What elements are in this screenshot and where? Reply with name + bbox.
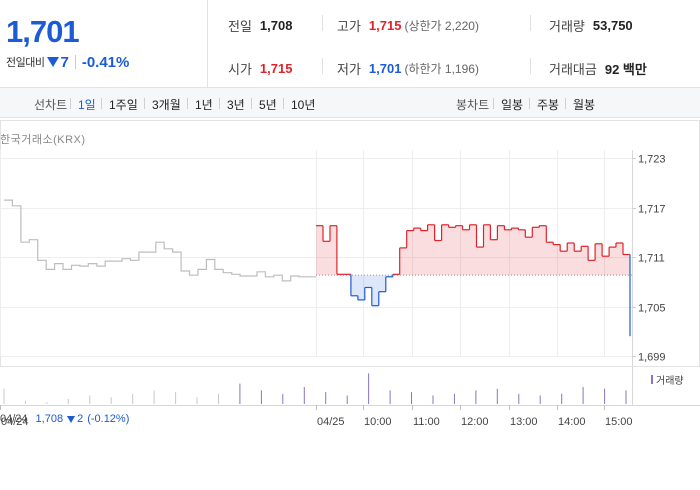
prev-day-price: 1,708	[35, 413, 64, 425]
current-price-box: 1,701 전일대비 7 -0.41%	[0, 0, 208, 88]
toolbar-divider	[219, 98, 220, 109]
x-tick-label: 04/25	[317, 416, 345, 428]
stat-divider	[530, 58, 531, 74]
toolbar-divider	[251, 98, 252, 109]
change-divider	[74, 55, 76, 69]
x-tick-label: 11:00	[413, 416, 440, 428]
prev-day-change: 2	[77, 413, 84, 425]
prev-day-info: 04/24 1,708 2 (-0.12%)	[0, 413, 129, 425]
lower-limit: (하한가 1,196)	[404, 62, 479, 76]
x-tick-label: 14:00	[558, 416, 586, 428]
volume-label: 거래량	[549, 19, 585, 34]
current-price: 1,701	[6, 14, 80, 49]
period-tab-5y[interactable]: 5년	[259, 98, 277, 112]
prev-day-date: 04/24	[0, 413, 28, 425]
high-value: 1,715	[368, 18, 402, 33]
volume-legend: 거래량	[651, 372, 684, 387]
volume-legend-swatch	[651, 375, 653, 384]
y-tick-label: 1,711	[638, 253, 665, 265]
candle-tab-monthly[interactable]: 월봉	[573, 98, 596, 112]
line-chart-label: 선차트	[34, 98, 68, 112]
chart-frame	[0, 120, 700, 367]
period-tab-1d[interactable]: 1일	[78, 98, 96, 112]
open-stat: 시가 1,715	[228, 59, 292, 78]
period-tab-3y[interactable]: 3년	[227, 98, 245, 112]
y-tick-label: 1,723	[638, 154, 666, 166]
candle-chart-label: 봉차트	[456, 98, 490, 112]
toolbar-divider	[283, 98, 284, 109]
change-rate: -0.41%	[81, 53, 130, 71]
x-tick-label: 04/24	[1, 416, 29, 428]
toolbar-divider	[101, 98, 102, 109]
down-arrow-icon	[67, 415, 76, 423]
volume-value: 53,750	[592, 18, 633, 33]
up-area-fill	[316, 224, 630, 276]
open-value: 1,715	[259, 61, 293, 76]
period-tab-1y[interactable]: 1년	[195, 98, 213, 112]
market-label: 한국거래소(KRX)	[0, 134, 86, 146]
amount-stat: 거래대금 92 백만	[549, 59, 647, 78]
low-value: 1,701	[368, 61, 402, 76]
stat-divider	[322, 15, 323, 31]
prev-close-value: 1,708	[259, 18, 293, 33]
amount-value: 92 백만	[604, 62, 647, 77]
volume-stat: 거래량 53,750	[549, 16, 633, 35]
change-value: 7	[60, 53, 69, 71]
period-tab-3m[interactable]: 3개월	[152, 98, 181, 112]
change-label: 전일대비	[6, 57, 45, 69]
toolbar-divider	[187, 98, 188, 109]
low-label: 저가	[337, 62, 361, 77]
stock-summary-panel: 1,701 전일대비 7 -0.41% 전일 1,708 고가 1,715 (상…	[0, 0, 700, 88]
x-tick-label: 12:00	[461, 416, 489, 428]
toolbar-divider	[70, 98, 71, 109]
x-tick-label: 13:00	[510, 416, 538, 428]
high-stat: 고가 1,715 (상한가 2,220)	[337, 16, 479, 35]
high-label: 고가	[337, 19, 361, 34]
y-tick-label: 1,705	[638, 303, 666, 315]
stat-divider	[530, 15, 531, 31]
change-row: 전일대비 7 -0.41%	[6, 53, 130, 71]
y-tick-label: 1,699	[638, 352, 666, 364]
candle-tab-daily[interactable]: 일봉	[501, 98, 524, 112]
prev-day-rate: (-0.12%)	[87, 413, 130, 425]
prev-day-line	[4, 199, 316, 282]
down-arrow-icon	[47, 57, 60, 67]
chart-period-toolbar: 선차트 1일 1주일 3개월 1년 3년 5년 10년 봉차트 일봉 주봉 월봉	[0, 88, 700, 118]
period-tab-1w[interactable]: 1주일	[109, 98, 138, 112]
amount-label: 거래대금	[549, 62, 597, 77]
toolbar-divider	[144, 98, 145, 109]
low-stat: 저가 1,701 (하한가 1,196)	[337, 59, 479, 78]
open-label: 시가	[228, 62, 252, 77]
toolbar-divider	[493, 98, 494, 109]
prev-close-label: 전일	[228, 19, 252, 34]
prev-close-stat: 전일 1,708	[228, 16, 292, 35]
candle-tab-weekly[interactable]: 주봉	[537, 98, 560, 112]
upper-limit: (상한가 2,220)	[404, 19, 479, 33]
y-tick-label: 1,717	[638, 204, 666, 216]
x-tick-label: 10:00	[364, 416, 392, 428]
x-tick-label: 15:00	[605, 416, 633, 428]
volume-legend-label: 거래량	[656, 376, 684, 387]
toolbar-divider	[529, 98, 530, 109]
period-tab-10y[interactable]: 10년	[291, 98, 316, 112]
toolbar-divider	[565, 98, 566, 109]
stat-divider	[322, 58, 323, 74]
